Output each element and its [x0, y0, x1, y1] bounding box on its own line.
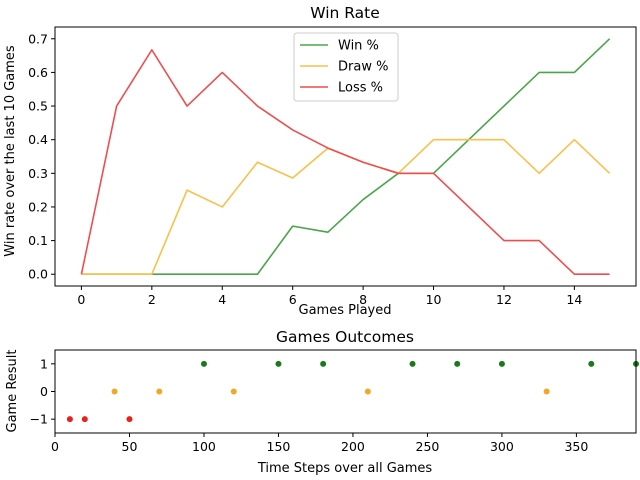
- y-axis-ticks: −1 0 1: [30, 356, 55, 427]
- outcome-point: [498, 360, 505, 367]
- series-line-draw: [81, 138, 611, 276]
- series-line-win: [81, 38, 611, 276]
- x-tick-label: 0: [77, 292, 85, 307]
- y-axis-label: Win rate over the last 10 Games: [3, 45, 18, 257]
- x-tick-label: 6: [289, 292, 297, 307]
- legend: Win % Draw % Loss %: [293, 32, 399, 102]
- x-tick-label: 200: [341, 439, 365, 454]
- x-axis-ticks: 0 2 4 6 8 10 12 14: [77, 286, 582, 307]
- games-outcomes-chart: Games Outcomes 0 50 100 150 200 250 300 350 −10…: [5, 328, 639, 476]
- outcome-point: [320, 360, 327, 367]
- y-tick-label: 1: [40, 356, 48, 371]
- legend-items: Win % Draw % Loss %: [300, 39, 388, 96]
- win-rate-chart: Win Rate 0 2 4 6 8 10 12 14 0.00.10.20.30.40.50…: [3, 4, 637, 318]
- x-tick-label: 12: [496, 292, 512, 307]
- y-tick-label: 0.5: [28, 99, 48, 114]
- outcome-point: [364, 388, 371, 395]
- outcome-point: [156, 388, 163, 395]
- chart-title: Games Outcomes: [276, 328, 414, 346]
- chart-title: Win Rate: [310, 4, 380, 22]
- x-axis-label: Time Steps over all Games: [257, 461, 433, 476]
- series-line-loss: [80, 49, 610, 276]
- outcome-point: [454, 360, 461, 367]
- y-tick-label: 0.1: [28, 233, 48, 248]
- x-axis-label: Games Played: [299, 303, 392, 318]
- outcome-points: [66, 360, 639, 423]
- y-tick-label: 0: [40, 384, 48, 399]
- legend-label: Loss %: [338, 81, 383, 96]
- x-tick-label: 50: [122, 439, 138, 454]
- plot-frame: [54, 26, 637, 287]
- legend-label: Draw %: [338, 60, 388, 75]
- y-tick-label: 0.7: [28, 31, 48, 46]
- outcome-point: [543, 388, 550, 395]
- x-tick-label: 300: [490, 439, 514, 454]
- x-tick-label: 2: [148, 292, 156, 307]
- outcome-point: [81, 416, 88, 423]
- y-tick-label: 0.3: [28, 166, 48, 181]
- x-tick-label: 8: [359, 292, 367, 307]
- outcome-point: [200, 360, 207, 367]
- x-tick-label: 10: [426, 292, 442, 307]
- outcome-point: [66, 416, 73, 423]
- y-tick-label: 0.6: [28, 65, 48, 80]
- y-axis-ticks: 0.0 0.1 0.2 0.3 0.4 0.5 0.6 0.7: [28, 31, 55, 282]
- outcome-point: [126, 416, 133, 423]
- outcome-point: [588, 360, 595, 367]
- outcome-point: [111, 388, 118, 395]
- outcome-point: [230, 388, 237, 395]
- series-lines: [80, 38, 611, 276]
- outcome-point: [409, 360, 416, 367]
- x-tick-label: 350: [564, 439, 588, 454]
- x-tick-label: 100: [192, 439, 216, 454]
- x-tick-label: 14: [566, 292, 582, 307]
- x-axis-ticks: 0 50 100 150 200 250 300 350: [51, 433, 588, 454]
- x-tick-label: 250: [416, 439, 440, 454]
- outcome-point: [275, 360, 282, 367]
- y-tick-label: −1: [30, 412, 48, 427]
- y-tick-label: 0.2: [28, 199, 48, 214]
- y-tick-label: 0.0: [28, 267, 48, 282]
- legend-box: [293, 32, 399, 102]
- x-tick-label: 4: [218, 292, 226, 307]
- legend-label: Win %: [338, 39, 379, 54]
- y-axis-label: Game Result: [5, 349, 20, 432]
- x-tick-label: 150: [267, 439, 291, 454]
- x-tick-label: 0: [51, 439, 59, 454]
- y-tick-label: 0.4: [28, 132, 48, 147]
